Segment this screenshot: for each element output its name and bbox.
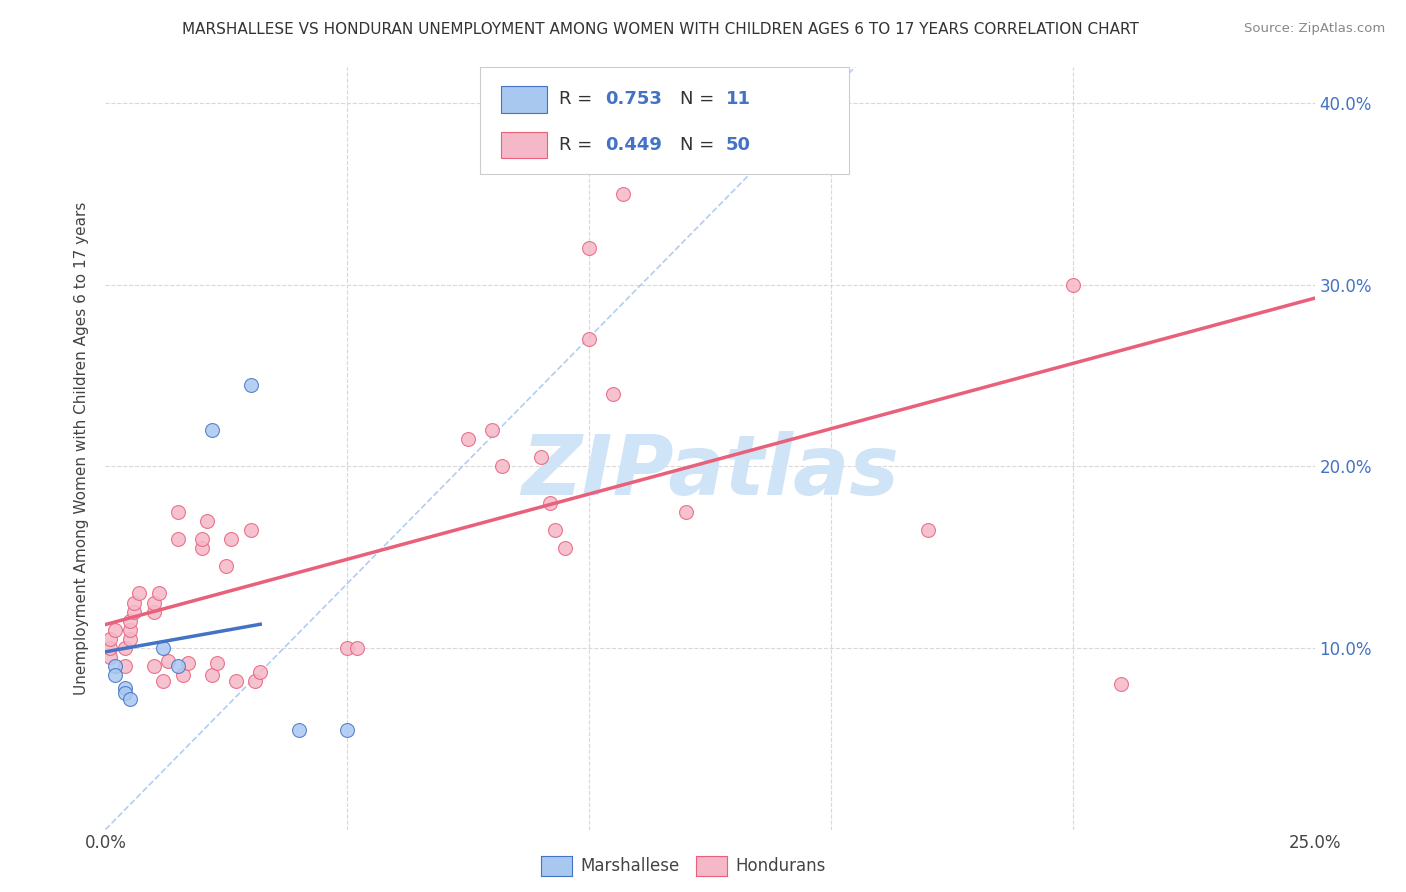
Point [142, 659, 165, 673]
Point [152, 640, 174, 655]
Point [205, 656, 228, 670]
Point [167, 505, 190, 519]
Point [104, 668, 127, 682]
Point [491, 459, 513, 474]
Point [142, 596, 165, 610]
Point [538, 496, 561, 510]
Point [288, 723, 311, 737]
Point [239, 523, 262, 537]
Point [457, 432, 479, 446]
Point [201, 668, 224, 682]
Point [239, 377, 262, 392]
Text: 50: 50 [725, 136, 751, 153]
Point [114, 640, 136, 655]
Point [245, 673, 267, 688]
Point [917, 523, 939, 537]
Point [118, 614, 141, 628]
Point [167, 532, 190, 546]
Point [172, 668, 194, 682]
Point [602, 386, 624, 401]
Point [124, 596, 146, 610]
Point [481, 423, 503, 437]
Point [104, 659, 127, 673]
Point [195, 514, 218, 528]
Text: 11: 11 [725, 90, 751, 108]
FancyBboxPatch shape [481, 67, 849, 174]
Point [104, 623, 127, 637]
Point [176, 656, 198, 670]
Point [336, 723, 359, 737]
Point [98, 650, 121, 665]
Point [336, 640, 359, 655]
Point [98, 632, 121, 646]
Y-axis label: Unemployment Among Women with Children Ages 6 to 17 years: Unemployment Among Women with Children A… [75, 202, 90, 695]
Text: N =: N = [681, 136, 720, 153]
Point [128, 586, 150, 600]
Point [675, 505, 697, 519]
Point [118, 623, 141, 637]
Text: 0.449: 0.449 [605, 136, 662, 153]
Point [544, 523, 567, 537]
Point [530, 450, 553, 465]
Point [124, 605, 146, 619]
Point [215, 559, 238, 574]
Point [114, 681, 136, 695]
Point [578, 332, 600, 346]
Point [219, 532, 242, 546]
Bar [501, 132, 547, 159]
Point [554, 541, 576, 555]
Text: Marshallese: Marshallese [581, 857, 681, 875]
Point [578, 242, 600, 256]
Point [118, 691, 141, 706]
Text: ZIPatlas: ZIPatlas [522, 431, 898, 512]
Text: 0.753: 0.753 [605, 90, 662, 108]
Point [157, 654, 180, 668]
Bar [501, 86, 547, 112]
Point [114, 686, 136, 700]
Point [1062, 277, 1084, 292]
Point [148, 586, 170, 600]
Point [114, 659, 136, 673]
Point [191, 532, 214, 546]
Point [167, 659, 190, 673]
Point [612, 187, 634, 202]
Text: Hondurans: Hondurans [735, 857, 825, 875]
Point [191, 541, 214, 555]
Point [225, 673, 247, 688]
Point [249, 665, 271, 679]
Point [201, 423, 224, 437]
Point [98, 640, 121, 655]
Point [346, 640, 368, 655]
Text: Source: ZipAtlas.com: Source: ZipAtlas.com [1244, 22, 1385, 36]
Point [152, 673, 174, 688]
Text: R =: R = [560, 90, 598, 108]
Text: MARSHALLESE VS HONDURAN UNEMPLOYMENT AMONG WOMEN WITH CHILDREN AGES 6 TO 17 YEAR: MARSHALLESE VS HONDURAN UNEMPLOYMENT AMO… [183, 22, 1139, 37]
Point [1109, 677, 1132, 691]
Text: R =: R = [560, 136, 598, 153]
Point [142, 605, 165, 619]
Text: N =: N = [681, 90, 720, 108]
Point [118, 632, 141, 646]
